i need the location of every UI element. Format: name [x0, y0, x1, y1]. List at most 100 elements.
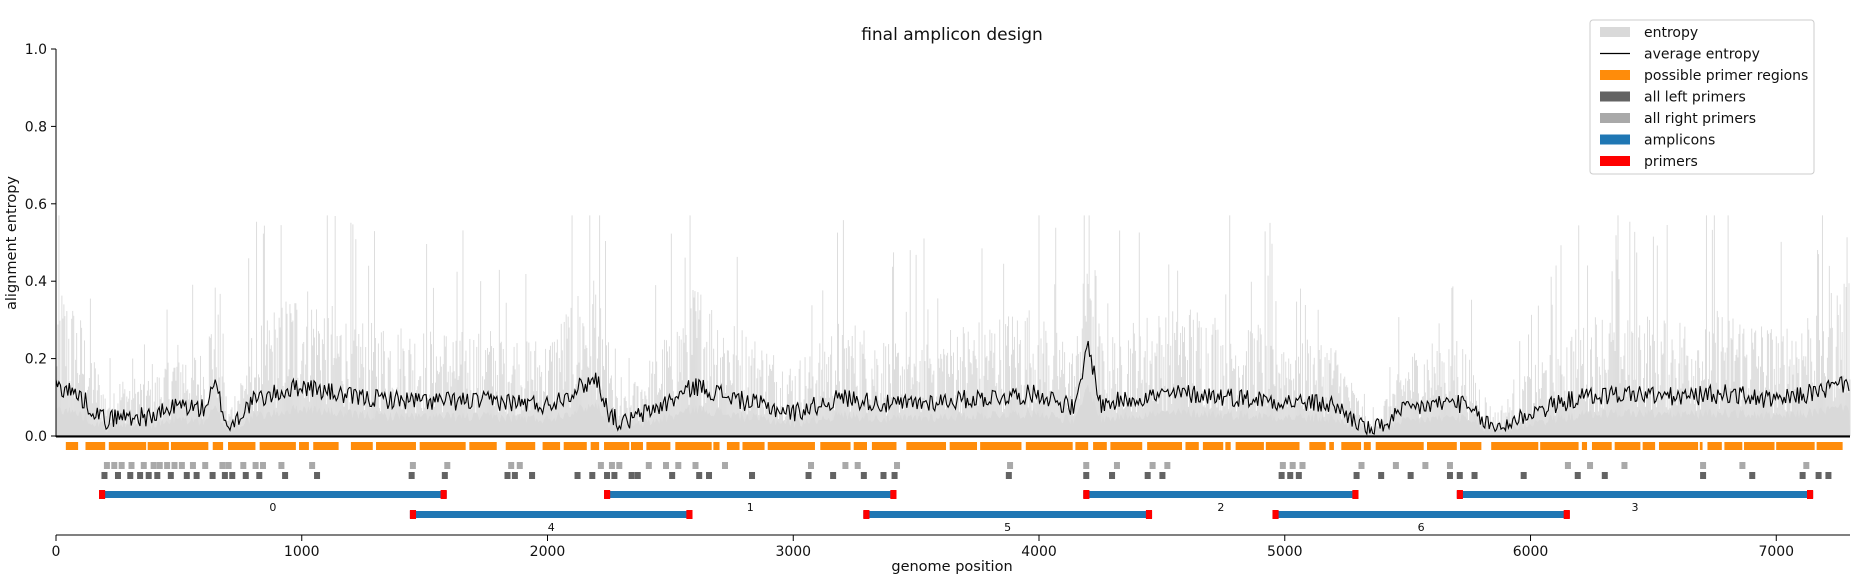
entropy-baseline-area: [56, 383, 1850, 436]
primer-region: [1658, 442, 1699, 450]
left-primer: [1378, 472, 1385, 479]
right-primer: [1149, 462, 1156, 469]
primer-region: [563, 442, 587, 450]
y-ticks: 0.0 0.2 0.4 0.6 0.8 1.0: [25, 42, 56, 445]
right-primer: [252, 462, 259, 469]
primer-region: [542, 442, 561, 450]
left-primer: [1825, 472, 1832, 479]
amplicon-label: 2: [1217, 501, 1224, 514]
left-primer: [242, 472, 249, 479]
primer-region: [170, 442, 209, 450]
right-primer: [1113, 462, 1120, 469]
primer-right-marker: [440, 490, 447, 499]
right-primer: [1289, 462, 1296, 469]
amplicons: 0 4 1 5 2 6 3: [99, 490, 1814, 534]
right-primer: [608, 462, 615, 469]
left-primer: [706, 472, 713, 479]
left-primer: [221, 472, 228, 479]
right-primer: [508, 462, 515, 469]
primer-region: [1491, 442, 1539, 450]
primer-left-marker: [99, 490, 106, 499]
amplicon: [1456, 491, 1814, 498]
primer-region: [1309, 442, 1326, 450]
left-primer: [604, 472, 611, 479]
right-primer: [1621, 462, 1628, 469]
left-primer: [209, 472, 216, 479]
legend-swatch: [1600, 156, 1630, 166]
left-primer: [1407, 472, 1414, 479]
left-primer: [408, 472, 415, 479]
primer-region: [1581, 442, 1588, 450]
primer-region: [949, 442, 978, 450]
left-primer: [1700, 472, 1707, 479]
primer-left-marker: [604, 490, 611, 499]
x-tick-label: 6000: [1513, 544, 1549, 560]
right-primer: [1422, 462, 1429, 469]
left-primer: [114, 472, 121, 479]
right-primer: [128, 462, 135, 469]
primer-region: [1075, 442, 1089, 450]
primer-region: [713, 442, 720, 450]
left-primer: [1144, 472, 1151, 479]
right-primer: [1392, 462, 1399, 469]
primer-region: [1093, 442, 1107, 450]
right-primer: [616, 462, 623, 469]
amplicon-label: 0: [269, 501, 276, 514]
left-primer: [1159, 472, 1166, 479]
left-primer: [314, 472, 321, 479]
amplicon-label: 1: [747, 501, 754, 514]
legend-label: average entropy: [1644, 47, 1760, 63]
left-primer: [127, 472, 134, 479]
right-primer: [597, 462, 604, 469]
left-primer: [511, 472, 518, 479]
left-primer: [1278, 472, 1285, 479]
primer-region: [1744, 442, 1775, 450]
primer-region: [1459, 442, 1482, 450]
primer-region: [1363, 442, 1371, 450]
left-primer: [229, 472, 236, 479]
primer-region: [212, 442, 224, 450]
primer-regions: [65, 442, 1843, 450]
amplicon-label: 5: [1004, 521, 1011, 534]
left-primer: [696, 472, 703, 479]
legend-label: primers: [1644, 154, 1698, 170]
left-primer: [1520, 472, 1527, 479]
primer-region: [85, 442, 106, 450]
left-primer: [1005, 472, 1012, 479]
left-primer: [137, 472, 144, 479]
primer-region: [853, 442, 867, 450]
right-primer: [1299, 462, 1306, 469]
amplicon: [1083, 491, 1359, 498]
left-primer: [1471, 472, 1478, 479]
x-ticks: 0 1000 2000 3000 4000 5000 6000 7000: [52, 535, 1794, 560]
right-primer: [202, 462, 209, 469]
axes: [55, 49, 1850, 536]
y-tick-label: 0.6: [25, 197, 47, 213]
right-primer: [1564, 462, 1571, 469]
primer-left-marker: [863, 510, 870, 519]
primer-right-marker: [1352, 490, 1359, 499]
primer-region: [980, 442, 1022, 450]
primer-region: [259, 442, 296, 450]
x-tick-label: 2000: [530, 544, 566, 560]
legend-label: amplicons: [1644, 133, 1715, 149]
primer-region: [726, 442, 740, 450]
primer-region: [1341, 442, 1362, 450]
primer-region: [1329, 442, 1334, 450]
primer-right-marker: [686, 510, 693, 519]
left-primer: [256, 472, 263, 479]
y-tick-label: 0.2: [25, 352, 47, 368]
primer-right-marker: [890, 490, 897, 499]
primer-region: [1707, 442, 1722, 450]
left-primer: [1353, 472, 1360, 479]
primer-region: [469, 442, 497, 450]
right-primer: [1358, 462, 1365, 469]
primer-region: [767, 442, 815, 450]
left-primer: [183, 472, 190, 479]
right-primer: [842, 462, 849, 469]
legend-swatch: [1600, 70, 1630, 80]
primer-region: [590, 442, 600, 450]
x-tick-label: 4000: [1021, 544, 1057, 560]
right-primer: [1164, 462, 1171, 469]
left-primer: [1287, 472, 1294, 479]
